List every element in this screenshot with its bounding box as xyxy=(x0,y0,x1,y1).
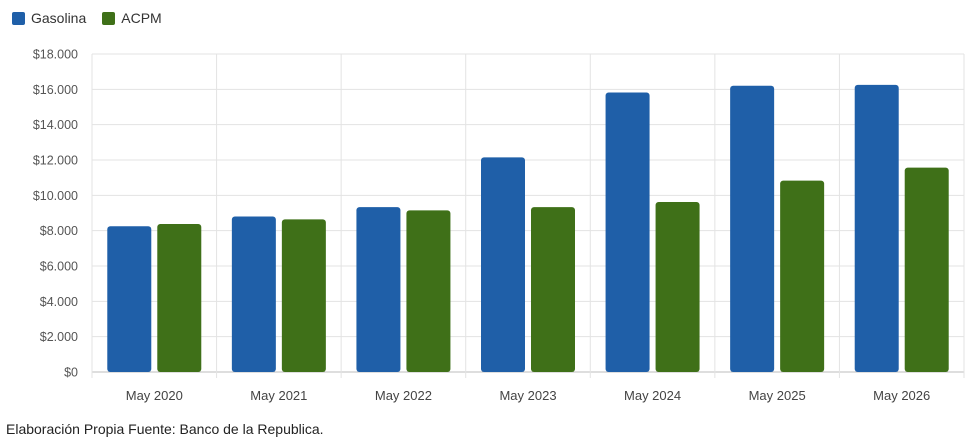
y-tick-label-2: $4.000 xyxy=(40,295,78,309)
chart-bars xyxy=(107,84,949,373)
bar-gasolina-3 xyxy=(481,157,525,372)
legend-item-acpm[interactable]: ACPM xyxy=(102,10,162,26)
x-tick-label-2: May 2022 xyxy=(375,388,432,403)
y-tick-label-7: $14.000 xyxy=(33,118,78,132)
bar-acpm-5 xyxy=(780,180,825,372)
x-tick-label-4: May 2024 xyxy=(624,388,681,403)
bar-gasolina-2 xyxy=(356,207,401,372)
x-tick-label-5: May 2025 xyxy=(749,388,806,403)
legend-item-gasolina[interactable]: Gasolina xyxy=(12,10,86,26)
legend-swatch-gasolina xyxy=(12,11,25,25)
bar-acpm-3 xyxy=(531,207,575,372)
bar-acpm-6 xyxy=(904,167,949,372)
y-tick-label-6: $12.000 xyxy=(33,154,78,168)
x-tick-label-0: May 2020 xyxy=(126,388,183,403)
chart-grid xyxy=(91,53,965,378)
bar-gasolina-6 xyxy=(854,84,899,373)
y-tick-label-8: $16.000 xyxy=(33,83,78,97)
bar-acpm-2 xyxy=(406,210,451,372)
source-note: Elaboración Propia Fuente: Banco de la R… xyxy=(6,421,324,437)
bar-gasolina-0 xyxy=(107,226,152,372)
bar-acpm-4 xyxy=(655,202,700,372)
y-tick-label-3: $6.000 xyxy=(40,260,78,274)
legend-label-acpm: ACPM xyxy=(121,10,162,26)
x-tick-label-3: May 2023 xyxy=(499,388,556,403)
bar-chart: $0 $2.000 $4.000 $6.000 $8.000 $10.000 $12.000… xyxy=(33,48,965,404)
y-tick-label-4: $8.000 xyxy=(40,224,78,238)
chart-axes: $0 $2.000 $4.000 $6.000 $8.000 $10.000 $12.000… xyxy=(33,48,930,404)
y-tick-label-9: $18.000 xyxy=(33,48,78,62)
legend-swatch-acpm xyxy=(102,11,116,25)
y-tick-label-5: $10.000 xyxy=(33,189,78,203)
bar-gasolina-5 xyxy=(730,85,775,373)
x-tick-label-1: May 2021 xyxy=(250,388,307,403)
x-tick-label-6: May 2026 xyxy=(873,388,930,403)
bar-acpm-1 xyxy=(281,219,326,372)
legend-label-gasolina: Gasolina xyxy=(31,10,87,26)
bar-gasolina-4 xyxy=(605,92,650,372)
y-tick-label-0: $0 xyxy=(64,366,78,380)
bar-gasolina-1 xyxy=(231,216,276,372)
chart-legend: Gasolina ACPM xyxy=(12,10,162,26)
bar-acpm-0 xyxy=(157,223,202,372)
y-tick-label-1: $2.000 xyxy=(40,330,78,344)
